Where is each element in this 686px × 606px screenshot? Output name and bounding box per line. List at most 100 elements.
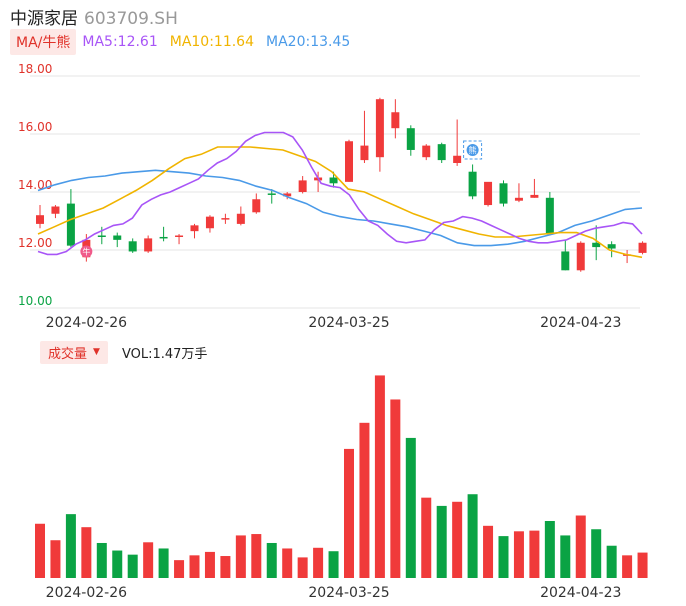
volume-bar (328, 551, 339, 578)
volume-bar (65, 514, 76, 578)
volume-bar (498, 536, 509, 578)
volume-bar (436, 505, 447, 578)
ma10-label: MA10:11.64 (169, 34, 255, 50)
volume-bar (220, 556, 231, 578)
bull-marker-label: 牛 (82, 246, 90, 256)
candle (607, 244, 616, 249)
candle (175, 235, 184, 237)
volume-x-axis-label: 2024-04-23 (540, 585, 621, 601)
volume-bar (251, 534, 262, 578)
volume-bar (35, 523, 45, 578)
bull-marker-icon (80, 245, 93, 258)
volume-bar (112, 550, 123, 578)
volume-bar (297, 557, 308, 578)
ma5-line (37, 131, 643, 256)
volume-bar (235, 535, 246, 578)
candle (97, 235, 106, 237)
volume-bar (313, 547, 324, 578)
candle (221, 218, 230, 220)
volume-bar (560, 535, 571, 578)
x-axis-label: 2024-04-23 (540, 315, 621, 331)
volume-bar (81, 527, 92, 578)
ma10-line (37, 146, 643, 259)
volume-bar (96, 542, 107, 578)
volume-bar (344, 448, 354, 578)
volume-bar (483, 525, 494, 578)
y-tick-label: 16.00 (18, 120, 52, 134)
volume-bar (189, 555, 200, 578)
candle (468, 171, 477, 197)
candle (391, 112, 400, 129)
volume-value: VOL:1.47万手 (121, 346, 208, 362)
candle (422, 145, 431, 158)
bear-marker-label: 熊 (469, 145, 477, 155)
candle (128, 241, 137, 252)
candle (345, 141, 353, 182)
candle (283, 193, 292, 197)
volume-bar (637, 552, 648, 578)
volume-indicator-dropdown[interactable]: 成交量 ▼ (40, 340, 108, 364)
y-tick-label: 12.00 (18, 236, 52, 250)
volume-bar (127, 554, 138, 578)
volume-legend: 成交量 ▼ VOL:1.47万手 (40, 340, 208, 364)
volume-bar (143, 542, 154, 578)
candle (51, 206, 60, 214)
volume-bar (467, 494, 478, 578)
volume-bar (266, 542, 277, 578)
volume-bar (50, 540, 61, 578)
candle (36, 215, 44, 224)
candle (159, 236, 168, 239)
volume-bar (174, 560, 185, 578)
stock-code: 603709.SH (84, 9, 178, 29)
volume-bar (529, 530, 540, 578)
x-axis-label: 2024-03-25 (308, 315, 389, 331)
ma20-label: MA20:13.45 (266, 34, 351, 50)
candle (561, 251, 570, 271)
ma-bullbear-button[interactable]: MA/牛熊 (10, 29, 77, 55)
volume-bar (390, 399, 401, 578)
volume-x-axis-label: 2024-03-25 (308, 585, 389, 601)
candle (236, 213, 245, 224)
candle (375, 99, 384, 158)
volume-bar (405, 437, 416, 578)
candle (530, 194, 539, 198)
candle (144, 238, 153, 252)
candle (329, 177, 338, 184)
y-tick-label: 18.00 (18, 62, 52, 76)
volume-bar (204, 551, 215, 578)
candle (190, 225, 199, 232)
volume-x-axis-label: 2024-02-26 (46, 585, 127, 601)
volume-bar (606, 545, 617, 578)
candle (205, 216, 214, 229)
candle (499, 183, 508, 204)
volume-bar (421, 497, 432, 578)
bear-marker-icon (466, 143, 479, 156)
volume-bar (359, 422, 370, 578)
volume-bar (591, 529, 602, 578)
candle (113, 235, 122, 240)
x-axis-label: 2024-02-26 (46, 315, 127, 331)
candle (514, 197, 523, 201)
volume-bar (575, 515, 586, 578)
stock-name: 中源家居 (10, 9, 78, 29)
ma20-line (37, 169, 643, 247)
candle (252, 199, 261, 213)
candle (638, 242, 647, 253)
caret-down-icon: ▼ (93, 347, 100, 357)
candle (360, 145, 369, 161)
candle (453, 155, 462, 163)
candle (545, 197, 554, 235)
bear-marker-frame (463, 140, 483, 160)
volume-dropdown-label: 成交量 (48, 346, 88, 362)
ma-legend: MA/牛熊 MA5:12.61 MA10:11.64 MA20:13.45 (10, 29, 362, 55)
candle (267, 193, 276, 195)
candle (66, 203, 75, 246)
candle (484, 181, 493, 206)
candle (298, 180, 307, 192)
y-tick-label: 10.00 (18, 294, 52, 308)
candle (576, 242, 585, 271)
volume-bar (282, 548, 293, 578)
volume-bar (158, 548, 169, 578)
volume-bar (544, 521, 555, 578)
